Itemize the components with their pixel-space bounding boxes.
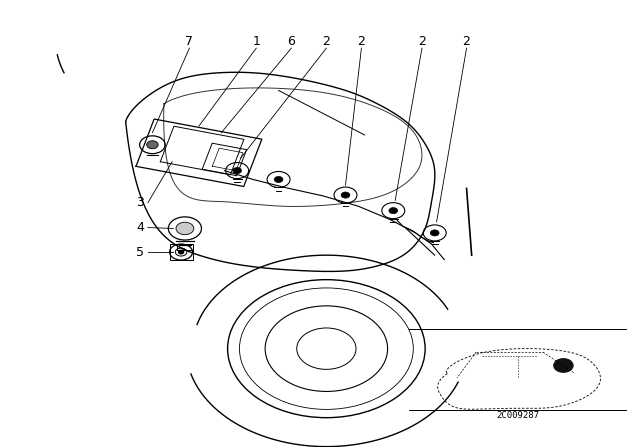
Text: 2C009287: 2C009287 xyxy=(496,411,539,420)
Text: 5: 5 xyxy=(136,246,144,258)
Circle shape xyxy=(233,168,241,174)
Circle shape xyxy=(341,192,350,198)
Circle shape xyxy=(176,222,194,235)
Text: 1: 1 xyxy=(252,35,260,48)
Circle shape xyxy=(179,250,184,254)
Circle shape xyxy=(389,207,397,214)
Circle shape xyxy=(554,359,573,372)
Text: 4: 4 xyxy=(136,221,144,234)
Circle shape xyxy=(147,141,158,149)
Text: 2: 2 xyxy=(358,35,365,48)
Text: 7: 7 xyxy=(186,35,193,48)
Text: 6: 6 xyxy=(287,35,295,48)
Circle shape xyxy=(274,177,283,182)
Text: 2: 2 xyxy=(463,35,470,48)
Circle shape xyxy=(430,230,439,236)
Text: 3: 3 xyxy=(136,196,144,209)
Text: 2: 2 xyxy=(323,35,330,48)
Text: 2: 2 xyxy=(418,35,426,48)
